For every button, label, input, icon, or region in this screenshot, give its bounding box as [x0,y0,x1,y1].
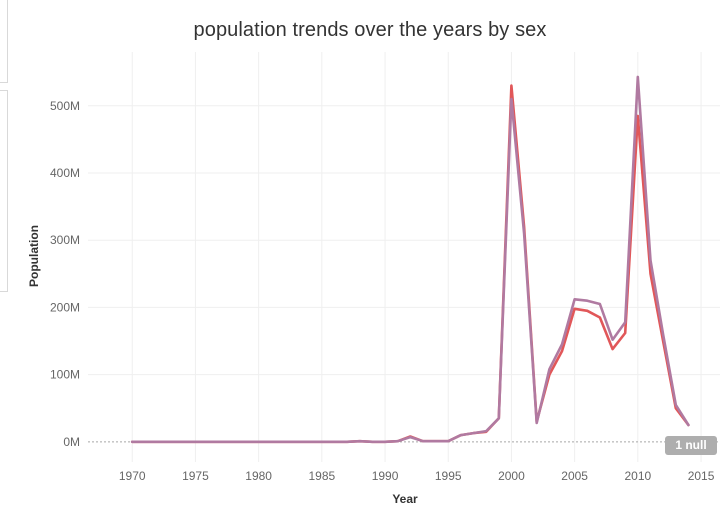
series-lines [130,75,690,444]
x-tick-label: 1995 [435,469,462,483]
x-tick-label: 1975 [182,469,209,483]
y-axis-title: Population [27,225,41,287]
x-tick-label: 2010 [624,469,651,483]
x-tick-label: 2005 [561,469,588,483]
x-tick-label: 1985 [308,469,335,483]
x-tick-label: 1980 [245,469,272,483]
series-line-1[interactable] [130,84,690,444]
y-tick-label: 400M [50,166,80,180]
y-tick-label: 300M [50,233,80,247]
x-axis-title: Year [392,492,418,506]
left-panel-edge-top [0,0,8,83]
grid-lines [88,52,720,462]
axes: 1970 1975 1980 1985 1990 1995 2000 2005 2010 2015… [50,99,715,483]
null-indicator-badge[interactable]: 1 null [665,436,717,455]
x-tick-label: 2015 [688,469,715,483]
chart-title: population trends over the years by sex [193,19,547,41]
y-tick-label: 200M [50,300,80,314]
x-tick-label: 1990 [372,469,399,483]
y-tick-label: 500M [50,99,80,113]
y-tick-label: 0M [63,435,80,449]
left-panel-edge-bottom [0,90,8,292]
series-line-2[interactable] [130,75,690,444]
x-tick-label: 2000 [498,469,525,483]
y-tick-label: 100M [50,368,80,382]
x-tick-label: 1970 [119,469,146,483]
